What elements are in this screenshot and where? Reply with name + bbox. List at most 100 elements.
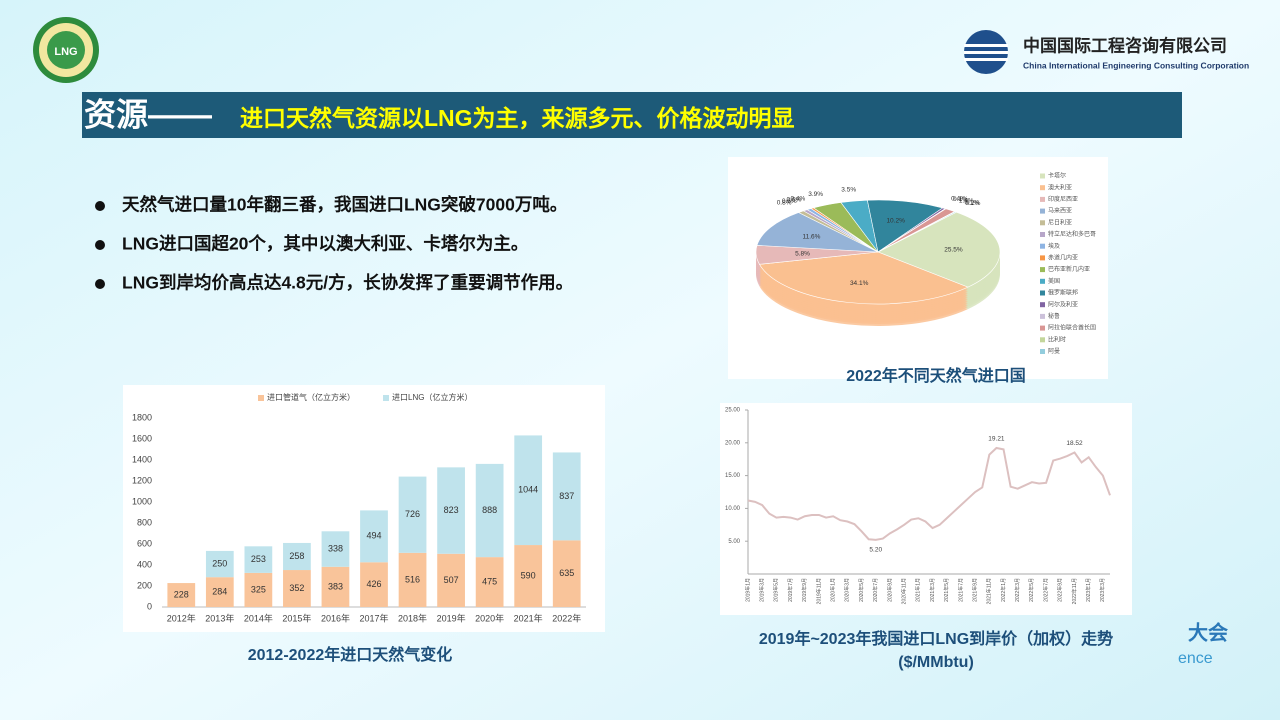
data-label: 0.4% xyxy=(951,195,966,202)
legend-swatch xyxy=(1040,349,1045,354)
x-tick-label: 2022年3月 xyxy=(1014,578,1021,602)
y-tick-label: 15.00 xyxy=(725,473,741,479)
x-tick-label: 2015年 xyxy=(282,612,311,623)
x-tick-label: 2020年11月 xyxy=(900,578,907,604)
title-prefix: 资源—— xyxy=(84,96,212,132)
bar-segment xyxy=(283,542,311,571)
legend-label: 马来西亚 xyxy=(1048,207,1072,215)
x-tick-label: 2022年9月 xyxy=(1057,578,1064,602)
data-label: 325 xyxy=(251,584,266,594)
legend-swatch xyxy=(1040,196,1045,202)
data-label: 0.8% xyxy=(777,199,792,206)
data-label: 253 xyxy=(251,554,266,564)
data-label: 258 xyxy=(289,551,304,561)
x-tick-label: 2016年 xyxy=(321,612,350,623)
y-tick-label: 1000 xyxy=(132,496,152,506)
chart-caption: 2019年~2023年我国进口LNG到岸价（加权）走势 xyxy=(759,629,1113,648)
bar-segment xyxy=(514,545,543,607)
data-label: 0.1% xyxy=(964,199,979,206)
x-tick-label: 2012年 xyxy=(167,612,196,623)
bullet-dot xyxy=(95,240,105,250)
bar-segment xyxy=(437,553,465,607)
y-tick-label: 10.00 xyxy=(725,506,741,512)
x-tick-label: 2020年7月 xyxy=(872,578,879,602)
x-tick-label: 2020年9月 xyxy=(886,578,893,602)
data-label: 635 xyxy=(559,568,574,578)
bar-segment xyxy=(244,572,273,607)
data-label: 3.5% xyxy=(841,187,856,194)
pie-slice xyxy=(877,211,1001,288)
x-tick-label: 2021年5月 xyxy=(943,578,950,602)
data-label: 0.2% xyxy=(966,200,981,207)
legend-label: 埃及 xyxy=(1048,242,1060,250)
legend-label: 进口LNG（亿立方米） xyxy=(392,392,472,402)
data-label: 5.20 xyxy=(869,547,882,554)
x-tick-label: 2018年 xyxy=(398,612,427,623)
legend-label: 澳大利亚 xyxy=(1048,183,1072,191)
bullet: 天然气进口量10年翻三番，我国进口LNG突破7000万吨。 xyxy=(122,195,567,215)
data-label: 338 xyxy=(328,543,343,553)
legend-label: 秘鲁 xyxy=(1048,312,1060,320)
x-tick-label: 2022年7月 xyxy=(1042,578,1049,602)
data-label: 34.1% xyxy=(850,280,869,287)
legend-swatch xyxy=(383,395,389,401)
lng-logo: LNG xyxy=(33,17,99,83)
y-tick-label: 400 xyxy=(137,559,152,569)
legend-label: 巴布亚新几内亚 xyxy=(1048,265,1090,273)
y-tick-label: 1200 xyxy=(132,475,152,485)
watermark: 大会 xyxy=(1188,620,1228,644)
pie-slice xyxy=(758,251,969,305)
legend-label: 阿尔及利亚 xyxy=(1048,300,1078,308)
pie-slice xyxy=(756,212,879,253)
chart-caption: 2012-2022年进口天然气变化 xyxy=(248,645,453,664)
logo-text: LNG xyxy=(54,46,77,58)
data-label: 0.4% xyxy=(790,195,805,202)
chart-caption: 2022年不同天然气进口国 xyxy=(846,366,1026,385)
legend-label: 赤道几内亚 xyxy=(1048,253,1078,261)
bar-segment xyxy=(475,463,504,558)
x-tick-label: 2020年 xyxy=(475,612,504,623)
data-label: 18.52 xyxy=(1066,440,1083,447)
y-tick-label: 200 xyxy=(137,580,152,590)
data-label: 0.1% xyxy=(953,196,968,203)
data-label: 726 xyxy=(405,509,420,519)
y-tick-label: 1800 xyxy=(132,412,152,422)
legend-swatch xyxy=(1040,313,1045,319)
x-tick-label: 2019年11月 xyxy=(815,578,822,604)
data-label: 25.5% xyxy=(944,247,963,254)
data-label: 0.6% xyxy=(787,196,802,203)
bar-segment xyxy=(205,550,234,578)
bar-segment xyxy=(552,540,581,607)
data-label: 250 xyxy=(212,558,227,568)
y-tick-label: 25.00 xyxy=(725,408,741,414)
x-tick-label: 2022年1月 xyxy=(1000,578,1007,602)
title-bar xyxy=(82,92,1182,138)
data-label: 888 xyxy=(482,505,497,515)
legend-swatch xyxy=(1040,220,1045,226)
legend-swatch xyxy=(1040,255,1045,261)
x-tick-label: 2022年5月 xyxy=(1028,578,1035,602)
legend-swatch xyxy=(1040,302,1045,308)
legend-swatch xyxy=(1040,243,1045,249)
bar-segment xyxy=(514,435,543,546)
data-label: 475 xyxy=(482,576,497,586)
x-tick-label: 2019年5月 xyxy=(773,578,780,602)
data-label: 494 xyxy=(366,531,381,541)
bar-segment xyxy=(244,546,273,573)
y-tick-label: 600 xyxy=(137,538,152,548)
x-tick-label: 2023年1月 xyxy=(1085,578,1092,602)
legend-swatch xyxy=(1040,185,1045,191)
data-label: 352 xyxy=(289,583,304,593)
bar-segment xyxy=(167,583,196,607)
legend-label: 印度尼西亚 xyxy=(1048,195,1078,203)
watermark: ence xyxy=(1178,650,1213,667)
data-label: 1044 xyxy=(518,485,538,495)
x-tick-label: 2020年3月 xyxy=(844,578,851,602)
legend-swatch xyxy=(1040,290,1045,296)
legend-swatch xyxy=(1040,337,1045,343)
legend-label: 阿曼 xyxy=(1048,347,1060,355)
bar-segment xyxy=(398,552,427,607)
bar-segment xyxy=(321,531,350,567)
bar-segment xyxy=(398,476,427,553)
